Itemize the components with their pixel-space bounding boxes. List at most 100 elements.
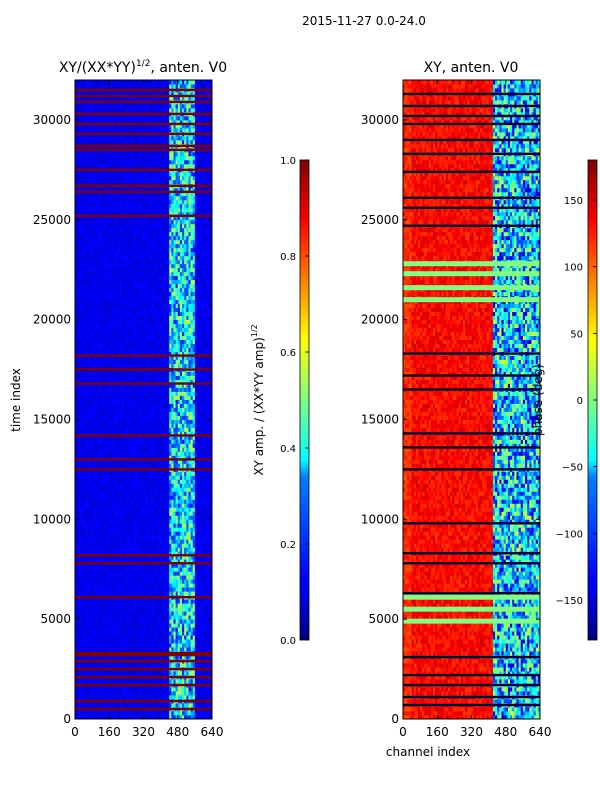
heatmap-cell xyxy=(79,711,82,716)
heatmap-cell xyxy=(190,523,194,528)
heatmap-cell xyxy=(102,559,106,564)
heatmap-cell xyxy=(197,427,200,432)
heatmap-cell xyxy=(94,539,97,544)
heatmap-cell xyxy=(201,671,204,676)
heatmap-cell xyxy=(164,531,168,536)
heatmap-cell xyxy=(102,447,106,452)
heatmap-cell xyxy=(169,499,172,504)
heatmap-cell xyxy=(158,423,162,428)
heatmap-cell xyxy=(107,583,110,588)
heatmap-cell xyxy=(81,695,84,700)
heatmap-cell xyxy=(119,407,123,412)
heatmap-cell xyxy=(85,571,89,576)
heatmap-cell xyxy=(147,499,151,504)
heatmap-cell xyxy=(137,587,140,592)
heatmap-cell xyxy=(149,491,153,496)
heatmap-cell xyxy=(207,611,211,616)
heatmap-cell xyxy=(119,423,123,428)
heatmap-cell xyxy=(92,607,95,612)
heatmap-cell xyxy=(149,507,153,512)
heatmap-cell xyxy=(175,451,179,456)
heatmap-cell xyxy=(167,427,170,432)
heatmap-cell xyxy=(77,575,80,580)
heatmap-cell xyxy=(98,631,102,636)
heatmap-cell xyxy=(87,603,91,608)
heatmap-cell xyxy=(190,631,194,636)
heatmap-cell xyxy=(192,687,196,692)
heatmap-cell xyxy=(130,619,134,624)
heatmap-cell xyxy=(205,531,209,536)
heatmap-cell xyxy=(128,431,132,436)
heatmap-cell xyxy=(164,507,168,512)
heatmap-cell xyxy=(167,487,170,492)
heatmap-cell xyxy=(158,583,162,588)
heatmap-cell xyxy=(107,567,110,572)
heatmap-cell xyxy=(113,415,117,420)
heatmap-cell xyxy=(75,527,78,532)
heatmap-cell xyxy=(119,691,123,696)
heatmap-cell xyxy=(197,551,200,556)
heatmap-cell xyxy=(130,687,134,692)
heatmap-cell xyxy=(147,523,151,528)
heatmap-cell xyxy=(158,599,162,604)
heatmap-cell xyxy=(92,451,95,456)
heatmap-cell xyxy=(75,575,78,580)
heatmap-cell xyxy=(186,519,189,524)
heatmap-cell xyxy=(92,531,95,536)
heatmap-cell xyxy=(164,447,168,452)
heatmap-cell xyxy=(192,515,196,520)
heatmap-cell xyxy=(186,559,189,564)
heatmap-cell xyxy=(207,587,211,592)
heatmap-cell xyxy=(179,415,183,420)
heatmap-cell xyxy=(113,575,117,580)
heatmap-cell xyxy=(128,555,132,560)
heatmap-cell xyxy=(134,455,138,460)
heatmap-cell xyxy=(171,583,174,588)
heatmap-cell xyxy=(162,535,166,540)
heatmap-cell xyxy=(201,555,204,560)
heatmap-cell xyxy=(117,543,121,548)
heatmap-cell xyxy=(115,423,119,428)
heatmap-cell xyxy=(167,655,170,660)
heatmap-cell xyxy=(145,475,149,480)
heatmap-cell xyxy=(207,543,211,548)
heatmap-cell xyxy=(77,715,80,719)
heatmap-cell xyxy=(190,435,194,440)
heatmap-cell xyxy=(134,471,138,476)
heatmap-cell xyxy=(143,459,147,464)
heatmap-cell xyxy=(188,475,191,480)
heatmap-cell xyxy=(158,611,162,616)
heatmap-cell xyxy=(115,427,119,432)
heatmap-cell xyxy=(156,579,159,584)
heatmap-cell xyxy=(81,611,84,616)
heatmap-cell xyxy=(160,615,164,620)
heatmap-cell xyxy=(207,407,211,412)
heatmap-cell xyxy=(197,443,200,448)
heatmap-cell xyxy=(75,715,78,719)
heatmap-cell xyxy=(89,567,93,572)
heatmap-cell xyxy=(92,551,95,556)
heatmap-cell xyxy=(104,627,108,632)
heatmap-cell xyxy=(77,443,80,448)
heatmap-cell xyxy=(179,503,183,508)
heatmap-cell xyxy=(77,523,80,528)
heatmap-cell xyxy=(190,643,194,648)
heatmap-cell xyxy=(109,563,112,568)
heatmap-cell xyxy=(87,547,91,552)
heatmap-cell xyxy=(102,519,106,524)
heatmap-cell xyxy=(184,491,187,496)
heatmap-cell xyxy=(115,455,119,460)
heatmap-cell xyxy=(160,407,164,412)
heatmap-cell xyxy=(87,627,91,632)
heatmap-cell xyxy=(94,635,97,640)
heatmap-cell xyxy=(162,575,166,580)
heatmap-cell xyxy=(162,451,166,456)
heatmap-cell xyxy=(126,583,129,588)
heatmap-cell xyxy=(107,483,110,488)
heatmap-cell xyxy=(149,687,153,692)
heatmap-cell xyxy=(143,587,147,592)
heatmap-cell xyxy=(199,603,202,608)
heatmap-cell xyxy=(94,543,97,548)
heatmap-cell xyxy=(162,507,166,512)
heatmap-cell xyxy=(205,603,209,608)
